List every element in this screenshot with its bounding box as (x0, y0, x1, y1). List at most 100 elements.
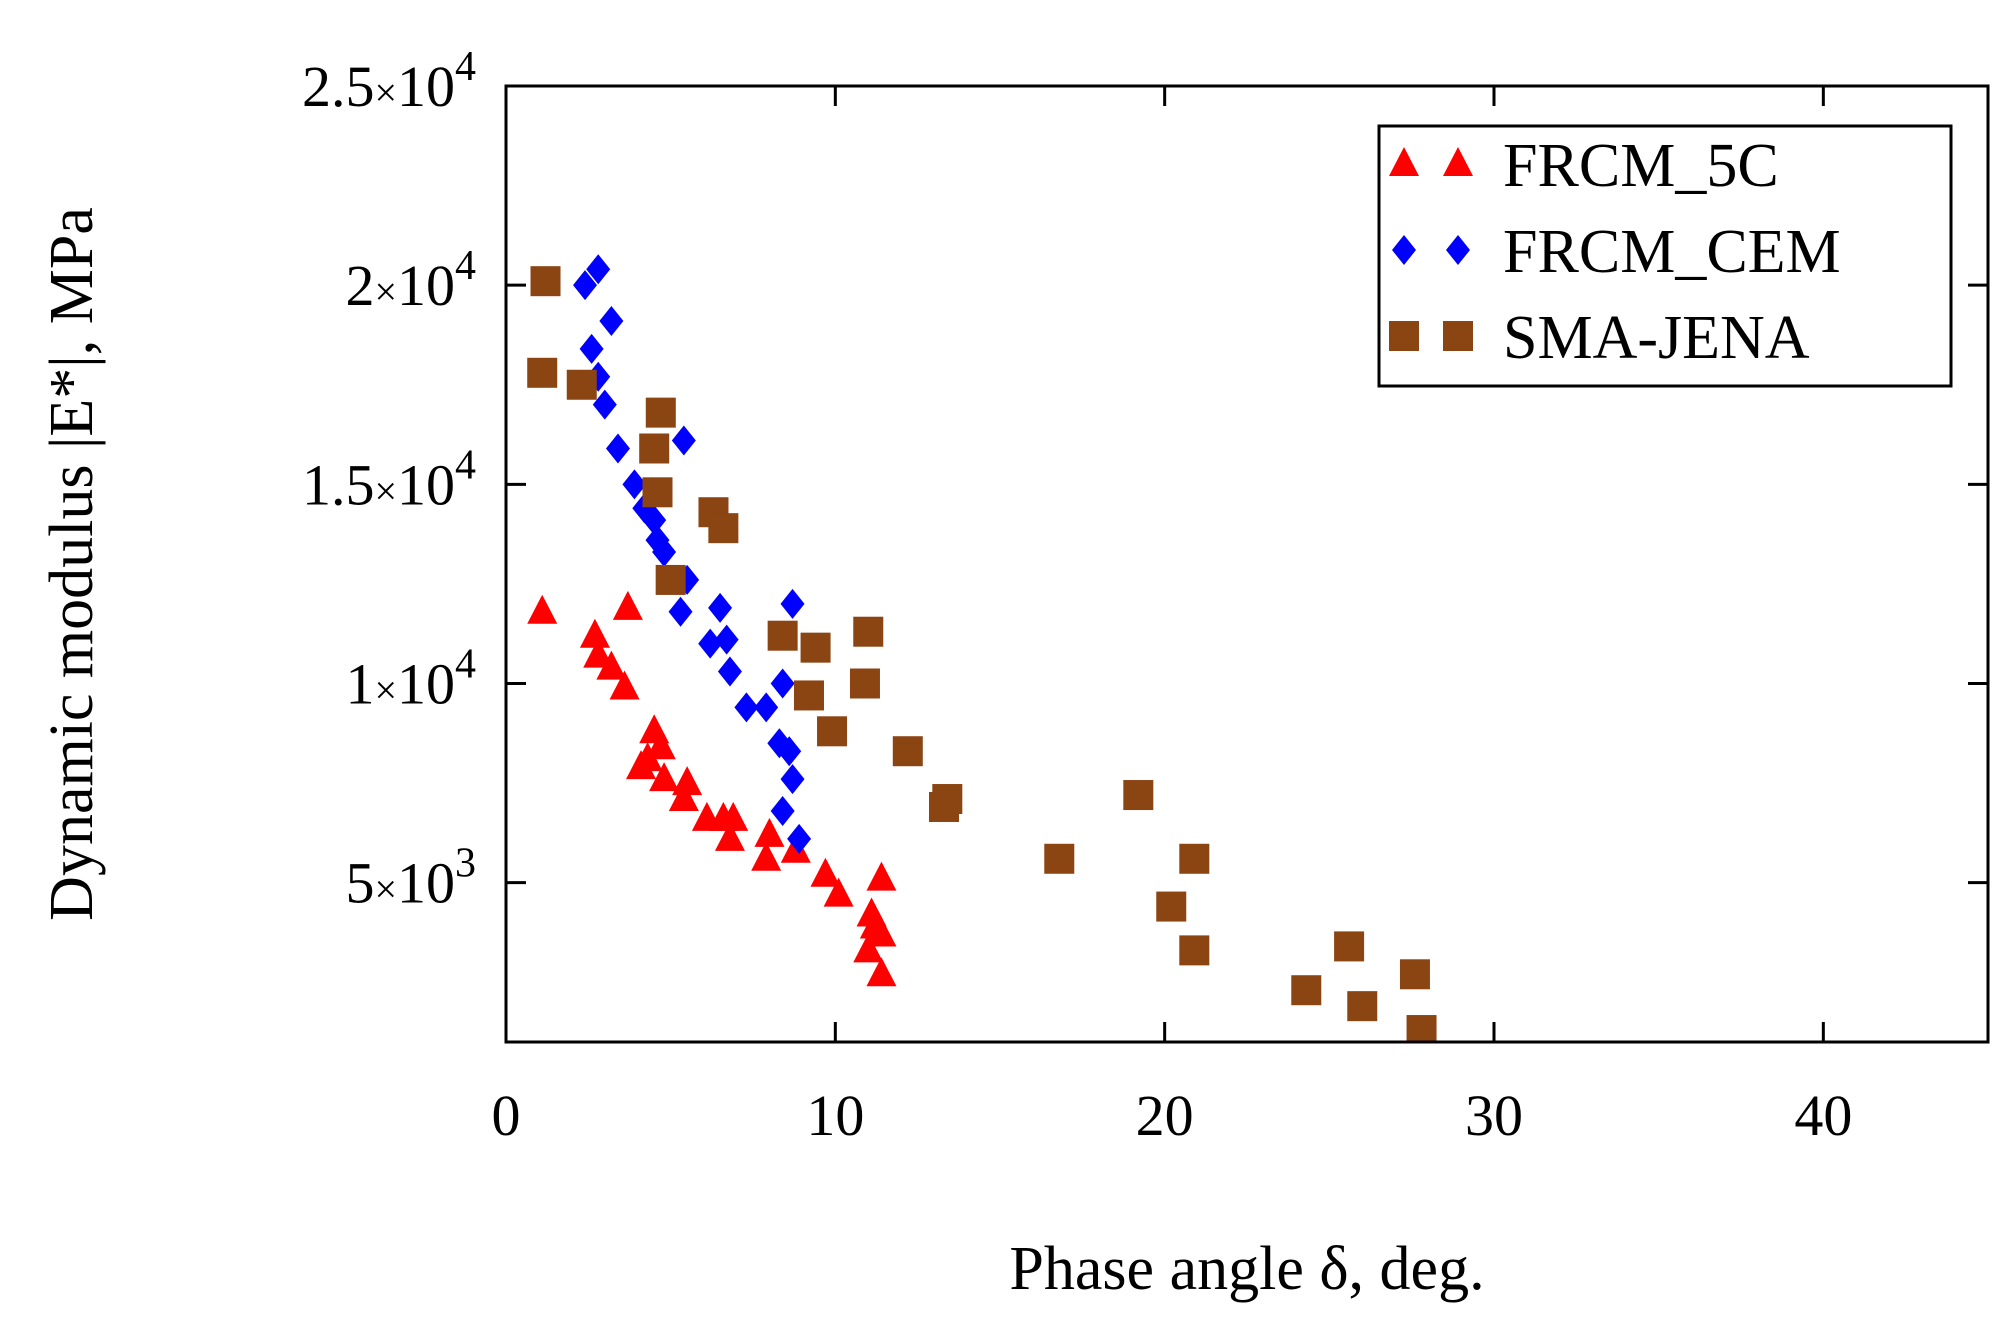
data-point-sma-jena (767, 620, 798, 651)
y-tick-label: 1×104 (345, 642, 476, 717)
data-point-frcm-5c (823, 877, 854, 907)
data-point-frcm-cem (671, 425, 696, 456)
data-point-sma-jena (793, 680, 824, 711)
data-point-frcm-5c (596, 650, 627, 680)
data-point-frcm-5c (583, 638, 614, 668)
legend-marker-frcm-cem (1392, 235, 1416, 265)
data-point-sma-jena (708, 513, 739, 544)
legend-markers (1389, 147, 1473, 351)
series-sma-jena (527, 266, 1437, 1042)
data-point-sma-jena (642, 477, 673, 508)
data-point-sma-jena (892, 736, 923, 767)
legend-marker-frcm-5c (1443, 147, 1473, 176)
data-point-sma-jena (1123, 780, 1154, 811)
data-point-frcm-cem (708, 592, 733, 623)
data-point-frcm-cem (668, 596, 693, 627)
legend-marker-frcm-cem (1446, 235, 1470, 265)
data-point-sma-jena (929, 791, 960, 822)
x-tick-labels: 0 10 20 30 40 (492, 1083, 1853, 1148)
legend-label-sma-jena: SMA-JENA (1503, 304, 1810, 372)
data-point-frcm-cem (586, 254, 611, 285)
legend-label-frcm-5c: FRCM_5C (1503, 132, 1779, 200)
data-point-sma-jena (1334, 931, 1365, 962)
legend-marker-sma-jena (1389, 321, 1419, 351)
data-point-frcm-5c (866, 917, 897, 947)
data-point-sma-jena (1044, 843, 1075, 874)
data-point-frcm-cem (642, 505, 667, 536)
y-tick-label: 5×103 (345, 841, 476, 916)
data-point-sma-jena (1291, 975, 1322, 1006)
x-tick-label: 40 (1794, 1083, 1852, 1148)
data-point-frcm-5c (866, 957, 897, 987)
y-tick-label: 1.5×104 (302, 442, 476, 517)
data-point-frcm-5c (527, 594, 558, 624)
series-frcm-cem (573, 254, 812, 854)
data-point-frcm-5c (668, 782, 699, 812)
data-point-sma-jena (1156, 891, 1187, 922)
data-point-frcm-cem (717, 656, 742, 687)
data-point-sma-jena (800, 632, 831, 663)
legend-box (1377, 124, 1953, 388)
data-point-sma-jena (1179, 843, 1210, 874)
data-point-sma-jena (530, 266, 561, 297)
data-point-frcm-5c (751, 841, 782, 871)
y-tick-label: 2.5×104 (302, 44, 476, 119)
series-frcm-5c (527, 590, 897, 987)
data-point-frcm-cem (652, 537, 677, 568)
data-point-frcm-5c (866, 861, 897, 891)
data-point-frcm-5c (714, 821, 745, 851)
data-point-frcm-cem (592, 389, 617, 420)
legend: FRCM_5C FRCM_CEM SMA-JENA (1377, 124, 1953, 388)
data-point-frcm-5c (754, 817, 785, 847)
x-tick-label: 10 (806, 1083, 864, 1148)
data-point-sma-jena (1347, 991, 1378, 1022)
data-points (527, 254, 1437, 1042)
legend-marker-frcm-5c (1389, 147, 1419, 176)
data-point-sma-jena (1406, 1015, 1437, 1042)
data-point-sma-jena (853, 616, 884, 647)
data-point-frcm-5c (626, 750, 657, 780)
data-point-sma-jena (645, 397, 676, 428)
data-point-frcm-cem (734, 692, 759, 723)
legend-label-frcm-cem: FRCM_CEM (1503, 218, 1841, 286)
data-point-sma-jena (1399, 959, 1430, 990)
data-point-frcm-5c (609, 670, 640, 700)
data-point-frcm-cem (770, 668, 795, 699)
data-point-frcm-5c (853, 933, 884, 963)
data-point-frcm-5c (649, 762, 680, 792)
data-point-frcm-cem (599, 306, 624, 337)
data-point-sma-jena (639, 433, 670, 464)
data-point-frcm-cem (770, 795, 795, 826)
plot-frame (504, 84, 1990, 1044)
axis-ticks (504, 84, 1988, 1042)
data-point-sma-jena (817, 716, 848, 747)
x-tick-label: 20 (1136, 1083, 1194, 1148)
data-point-frcm-5c (645, 730, 676, 760)
data-point-frcm-cem (698, 628, 723, 659)
data-point-frcm-cem (780, 764, 805, 795)
data-point-frcm-cem (754, 692, 779, 723)
data-point-frcm-5c (718, 801, 749, 831)
data-point-frcm-5c (672, 766, 703, 796)
data-point-frcm-5c (579, 618, 610, 648)
data-point-frcm-cem (787, 823, 812, 854)
data-point-frcm-5c (810, 857, 841, 887)
data-point-frcm-cem (777, 736, 802, 767)
data-point-sma-jena (527, 357, 558, 388)
data-point-frcm-cem (780, 588, 805, 619)
data-point-sma-jena (566, 369, 597, 400)
data-point-frcm-5c (612, 590, 643, 620)
data-point-frcm-cem (622, 469, 647, 500)
data-point-frcm-cem (605, 433, 630, 464)
y-axis-title: Dynamic modulus |E*|, MPa (38, 207, 106, 921)
data-point-sma-jena (655, 564, 686, 595)
x-tick-label: 0 (492, 1083, 521, 1148)
y-tick-labels: 5×103 1×104 1.5×104 2×104 2.5×104 (302, 44, 476, 916)
legend-marker-sma-jena (1443, 321, 1473, 351)
x-tick-label: 30 (1465, 1083, 1523, 1148)
data-point-frcm-cem (579, 333, 604, 364)
data-point-frcm-cem (573, 270, 598, 301)
x-axis-title: Phase angle δ, deg. (1009, 1235, 1484, 1303)
y-tick-label: 2×104 (345, 243, 476, 318)
